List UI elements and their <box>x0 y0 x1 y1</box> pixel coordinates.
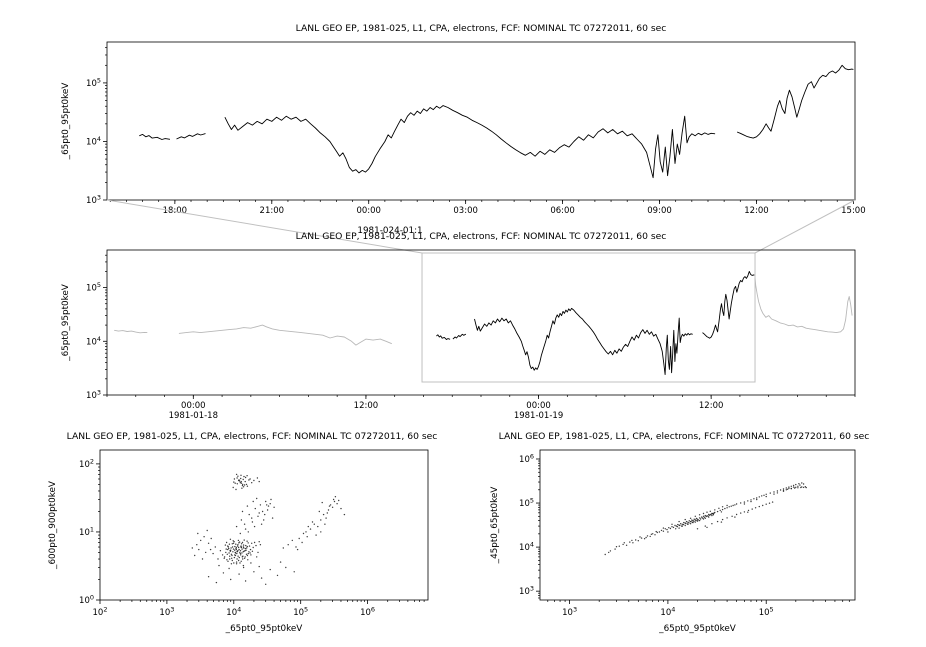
tick-label: 103 <box>562 606 577 619</box>
tick-label: 106 <box>519 452 534 465</box>
tick-label: 106 <box>360 606 375 619</box>
tick-label: 104 <box>226 606 241 619</box>
tick-label: 09:00 <box>647 206 672 216</box>
scatter-left-ylabel: _600pt0_900pt0keV <box>48 481 58 570</box>
plot-border <box>106 41 856 201</box>
series-line <box>224 105 716 179</box>
top-timeseries: 10310410518:0021:0000:0003:0006:0009:001… <box>61 23 866 236</box>
series-line-context <box>754 278 853 334</box>
tick-sublabel: 1981-01-18 <box>169 411 218 421</box>
y-axis-ticks: 103 104 105 106 <box>519 452 540 599</box>
tick-label: 104 <box>86 135 101 148</box>
zoom-connector-right <box>754 199 856 254</box>
plot-border <box>539 449 856 601</box>
overview-timeseries-ylabel: _65pt0_95pt0keV <box>61 284 71 362</box>
series-line <box>176 133 206 140</box>
scatter-points <box>191 473 346 585</box>
y-axis-ticks: 103 104 105 <box>86 47 107 207</box>
tick-label: 06:00 <box>550 206 575 216</box>
tick-label: 15:00 <box>841 206 866 216</box>
top-timeseries-title: LANL GEO EP, 1981-025, L1, CPA, electron… <box>296 23 667 34</box>
tick-label: 00:00 <box>181 401 206 411</box>
tick-label: 105 <box>86 281 101 294</box>
tick-label: 103 <box>519 585 534 598</box>
tick-label: 104 <box>86 335 101 348</box>
tick-label: 21:00 <box>260 206 285 216</box>
tick-label: 100 <box>79 594 94 607</box>
tick-label: 03:00 <box>453 206 478 216</box>
x-axis-ticks: 103 104 105 <box>547 600 850 619</box>
top-timeseries-ylabel: _65pt0_95pt0keV <box>61 83 71 161</box>
series-line <box>139 133 171 140</box>
tick-label: 12:00 <box>744 206 769 216</box>
tick-label: 103 <box>86 194 101 207</box>
top-timeseries-xlabel: 1981-024-01:1 <box>357 226 422 236</box>
series-line <box>736 64 854 139</box>
tick-label: 103 <box>86 389 101 402</box>
tick-label: 102 <box>79 457 94 470</box>
tick-label: 105 <box>86 76 101 89</box>
scatter-right: 103 104 105 106 103 104 105 LANL GEO EP, 1981-0… <box>490 431 869 634</box>
tick-label: 105 <box>759 606 774 619</box>
tick-label: 103 <box>159 606 174 619</box>
scatter-right-title: LANL GEO EP, 1981-025, L1, CPA, electron… <box>499 431 870 442</box>
x-axis-ticks: 102 103 104 105 106 <box>93 600 425 618</box>
tick-label: 102 <box>93 606 108 619</box>
tick-label: 104 <box>660 606 675 619</box>
tick-label: 12:00 <box>354 401 379 411</box>
scatter-left: 100 101 102 102 103 104 105 106 LANL GEO EP, 198… <box>48 431 437 634</box>
series-line <box>474 307 693 376</box>
series-line-context <box>114 329 148 334</box>
scatter-points <box>604 482 807 556</box>
tick-label: 12:00 <box>699 401 724 411</box>
tick-label: 00:00 <box>356 206 381 216</box>
scatter-left-title: LANL GEO EP, 1981-025, L1, CPA, electron… <box>67 431 438 442</box>
plot-border <box>106 249 856 396</box>
tick-label: 101 <box>79 525 94 538</box>
series-line <box>452 333 467 340</box>
y-axis-ticks: 103 104 105 <box>86 254 107 402</box>
tick-sublabel: 1981-01-19 <box>514 411 563 421</box>
zoom-connector-left <box>106 199 423 254</box>
tick-label: 105 <box>519 497 534 510</box>
series-line <box>702 270 755 339</box>
scatter-right-xlabel: _65pt0_95pt0keV <box>658 624 736 634</box>
y-axis-ticks: 100 101 102 <box>79 457 100 606</box>
tick-label: 00:00 <box>526 401 551 411</box>
zoom-selection-box[interactable] <box>421 252 756 383</box>
scatter-left-xlabel: _65pt0_95pt0keV <box>225 624 303 634</box>
overview-timeseries-title: LANL GEO EP, 1981-025, L1, CPA, electron… <box>296 231 667 242</box>
series-line-context <box>178 324 392 346</box>
tick-label: 105 <box>293 606 308 619</box>
scatter-right-ylabel: _45pt0_65pt0keV <box>490 487 500 565</box>
series-line <box>436 334 451 340</box>
tick-label: 104 <box>519 541 534 554</box>
plot-border <box>99 449 429 601</box>
